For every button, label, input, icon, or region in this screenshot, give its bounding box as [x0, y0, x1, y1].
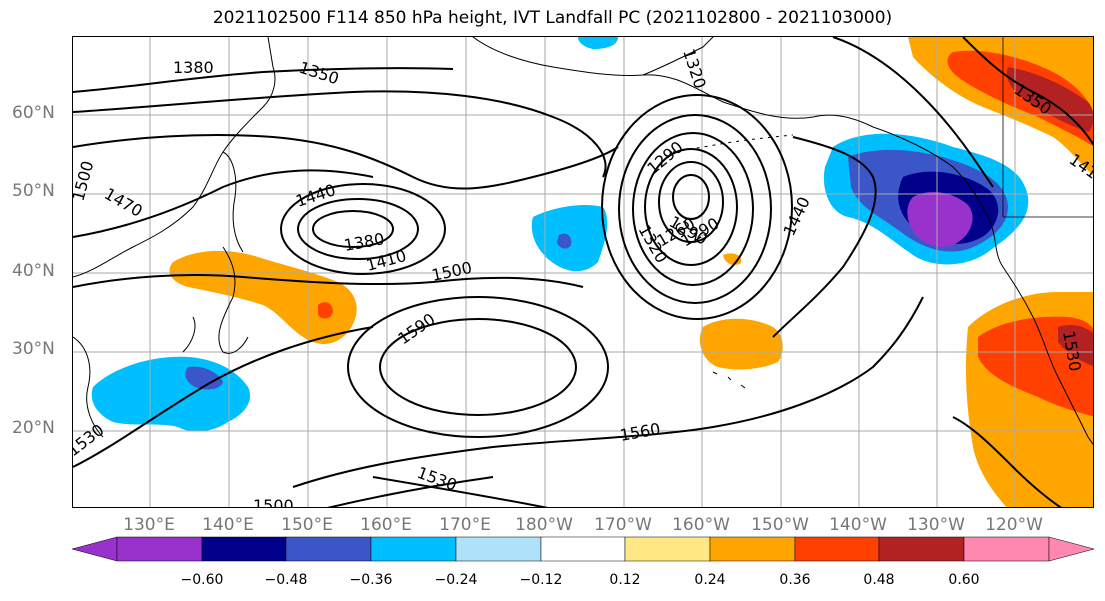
colorbar-extend-high — [1048, 536, 1095, 562]
coastlines — [73, 37, 1093, 446]
lon-label-160w: 160°W — [672, 515, 730, 535]
colorbar-bin — [285, 536, 372, 562]
colorbar-tick: 0.36 — [779, 572, 811, 588]
colorbar-tick: 0.24 — [694, 572, 726, 588]
lon-label-130e: 130°E — [123, 515, 175, 535]
lon-label-130w: 130°W — [907, 515, 965, 535]
ivt-positive-mexico-core — [1058, 325, 1093, 367]
colorbar-bin — [540, 536, 626, 562]
ivt-negative-bering — [578, 37, 618, 49]
colorbar-bin — [370, 536, 457, 562]
contour-label: 1530 — [73, 420, 108, 460]
colorbar-tick: −0.48 — [264, 572, 308, 588]
lat-label-40n: 40°N — [12, 261, 55, 281]
lat-label-30n: 30°N — [12, 339, 55, 359]
colorbar-tick: 0.48 — [863, 572, 895, 588]
contour-label: 1320 — [679, 46, 710, 91]
ivt-negative-west — [91, 356, 251, 432]
height-contours — [73, 37, 1093, 507]
ivt-negative-central-core — [557, 233, 572, 249]
contour-label: 1380 — [342, 229, 385, 255]
map-title: 2021102500 F114 850 hPa height, IVT Land… — [212, 8, 893, 28]
colorbar-bin — [201, 536, 287, 562]
colorbar-tick: −0.36 — [349, 572, 393, 588]
colorbar-bin — [878, 536, 965, 562]
colorbar-tick: −0.24 — [434, 572, 478, 588]
ivt-negative-pnw-core — [907, 191, 973, 247]
contour-label: 1500 — [253, 496, 294, 508]
contour-label: 1500 — [430, 258, 474, 285]
colorbar — [71, 536, 1095, 562]
colorbar-bin — [709, 536, 796, 562]
colorbar-extend-low — [71, 536, 118, 562]
contour-label: 1350 — [297, 58, 342, 89]
contour-label: 1440 — [779, 194, 813, 239]
lon-label-160e: 160°E — [360, 515, 412, 535]
contour-label: 1590 — [394, 309, 438, 348]
lon-label-170e: 170°E — [439, 515, 491, 535]
contour-label: 1380 — [173, 58, 214, 77]
lon-label-140w: 140°W — [829, 515, 887, 535]
map-panel: 1380 1350 1320 1500 1470 1440 1380 1410 … — [72, 36, 1094, 508]
contour-label: 1500 — [73, 159, 97, 203]
colorbar-tick: 0.60 — [948, 572, 980, 588]
colorbar-tick: 0.12 — [609, 572, 641, 588]
ivt-positive-canada-strong — [947, 50, 1093, 146]
lon-label-140e: 140°E — [202, 515, 254, 535]
contour-label: 1290 — [643, 137, 686, 178]
lat-label-20n: 20°N — [12, 418, 55, 438]
lon-label-150w: 150°W — [751, 515, 809, 535]
lat-label-50n: 50°N — [12, 181, 55, 201]
gridlines — [73, 37, 1093, 507]
lon-label-170w: 170°W — [594, 515, 652, 535]
lon-label-150e: 150°E — [281, 515, 333, 535]
lon-label-180w: 180°W — [515, 515, 573, 535]
ivt-positive-canada-core — [1006, 67, 1093, 132]
lon-label-120w: 120°W — [985, 515, 1043, 535]
contour-label: 1440 — [293, 180, 338, 211]
colorbar-tick: −0.60 — [180, 572, 224, 588]
contour-label: 1470 — [101, 184, 146, 221]
ivt-shading — [91, 37, 1093, 507]
colorbar-bin — [963, 536, 1050, 562]
contour-label: 1530 — [415, 463, 460, 495]
colorbar-bin — [794, 536, 880, 562]
colorbar-tick: −0.12 — [519, 572, 563, 588]
colorbar-bin — [455, 536, 542, 562]
contour-label: 1560 — [618, 419, 661, 445]
colorbar-bin — [116, 536, 203, 562]
lat-label-60n: 60°N — [12, 103, 55, 123]
ivt-negative-west-med — [185, 366, 223, 390]
ivt-positive-hawaii — [699, 318, 783, 370]
ivt-positive-japan — [169, 250, 357, 344]
colorbar-bin — [624, 536, 711, 562]
ivt-positive-japan-core — [318, 302, 333, 319]
map-svg: 1380 1350 1320 1500 1470 1440 1380 1410 … — [73, 37, 1093, 508]
